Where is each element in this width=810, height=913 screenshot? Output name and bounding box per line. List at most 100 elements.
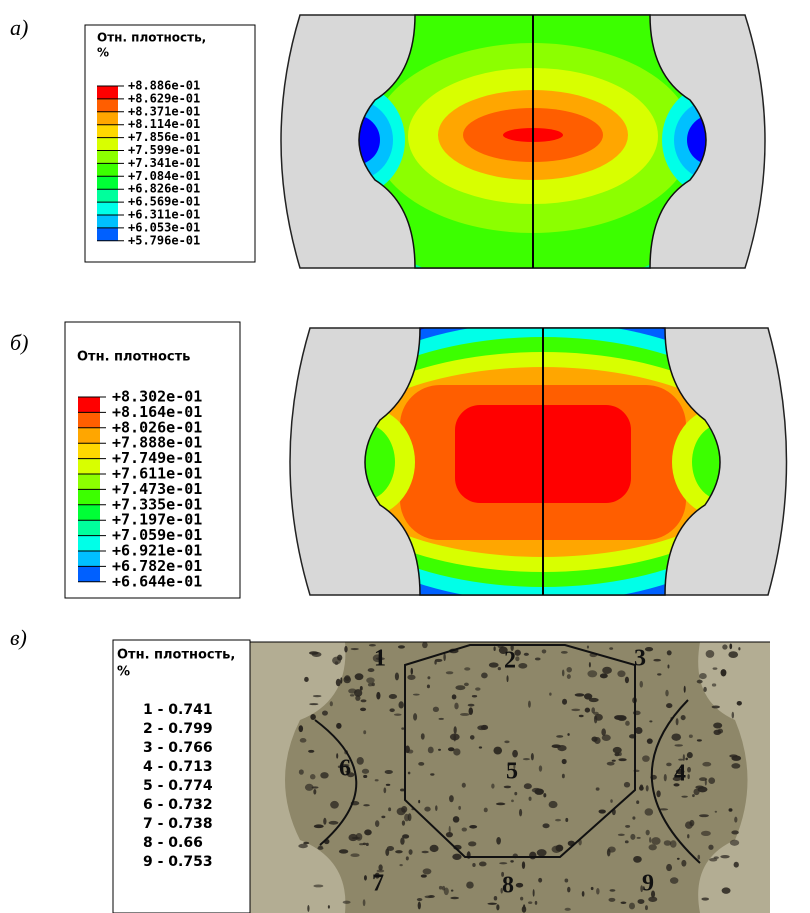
legend-swatch: [97, 99, 118, 112]
pore: [452, 694, 457, 699]
pore: [587, 670, 597, 677]
pore: [562, 670, 565, 677]
pore: [479, 746, 482, 748]
legend-entry: 3 - 0.766: [143, 740, 213, 756]
pore: [395, 672, 399, 680]
pore: [512, 750, 518, 758]
pore: [470, 735, 475, 740]
pore: [361, 699, 367, 702]
pore: [670, 877, 678, 884]
legend-swatch: [97, 125, 118, 138]
pore: [607, 849, 611, 857]
pore: [556, 735, 563, 738]
pore: [351, 648, 359, 650]
pore: [400, 837, 404, 844]
pore: [618, 758, 626, 761]
pore: [363, 775, 367, 778]
pore: [602, 667, 612, 674]
pore: [681, 715, 686, 720]
pore: [522, 861, 525, 869]
legend-entry: 6 - 0.732: [143, 797, 213, 813]
pore: [697, 739, 702, 741]
pore: [534, 788, 543, 794]
pore: [381, 816, 385, 819]
pore: [386, 784, 391, 786]
pore: [340, 677, 342, 683]
pore: [524, 783, 532, 789]
pore: [439, 718, 444, 720]
pore: [446, 671, 453, 674]
pore: [562, 759, 567, 764]
pore: [529, 797, 532, 801]
figure: а) б) в): [0, 0, 810, 913]
pore: [336, 753, 338, 758]
pore: [687, 767, 691, 773]
pore: [398, 701, 403, 708]
pore: [348, 689, 356, 694]
pore: [298, 844, 308, 848]
legend-entry: +7.856e-01: [128, 130, 200, 144]
pore: [522, 906, 527, 913]
pore: [424, 807, 430, 812]
pore: [582, 891, 585, 897]
pore: [567, 733, 569, 736]
legend-entry: +5.796e-01: [128, 233, 200, 247]
pore: [647, 738, 653, 743]
pore: [462, 827, 467, 831]
pore: [610, 799, 613, 803]
pore: [665, 690, 668, 697]
pore: [737, 701, 742, 706]
pore: [401, 727, 404, 729]
pore: [656, 790, 660, 797]
pore: [632, 816, 635, 819]
legend-entry: +8.629e-01: [128, 91, 200, 105]
pore: [528, 901, 532, 904]
pore: [649, 844, 657, 850]
legend-title: Отн. плотность,: [97, 31, 206, 45]
legend-title: %: [97, 46, 109, 60]
pore: [567, 887, 570, 893]
pore: [422, 642, 428, 648]
pore: [596, 888, 599, 895]
pore: [318, 845, 322, 847]
pore: [469, 825, 477, 829]
pore: [323, 818, 326, 825]
pore: [446, 832, 453, 837]
pore: [729, 754, 737, 757]
zone-label: 1: [374, 646, 386, 672]
pore: [383, 787, 386, 793]
pore: [362, 769, 369, 774]
pore: [708, 777, 715, 784]
pore: [472, 863, 475, 867]
pore: [538, 878, 542, 883]
legend-entry: 7 - 0.738: [143, 816, 213, 832]
pore: [608, 898, 615, 902]
pore: [484, 808, 488, 813]
pore: [555, 819, 561, 822]
pore: [469, 707, 473, 715]
legend-swatch: [97, 189, 118, 202]
pore: [422, 851, 429, 853]
pore: [407, 675, 415, 680]
pore: [713, 722, 722, 728]
pore: [529, 852, 536, 860]
legend-entry: +8.886e-01: [128, 79, 200, 93]
pore: [549, 692, 551, 695]
pore: [423, 868, 432, 874]
legend-entry: +6.311e-01: [128, 208, 200, 222]
legend-entry: 1 - 0.741: [143, 702, 213, 718]
pore: [428, 747, 434, 754]
pore: [537, 849, 547, 856]
pore: [666, 763, 672, 767]
pore: [314, 824, 324, 828]
pore: [596, 787, 600, 790]
pore: [357, 757, 364, 765]
zone-label: 6: [339, 756, 351, 782]
pore: [684, 686, 686, 693]
pore: [303, 842, 309, 845]
legend-swatch: [97, 176, 118, 189]
zone-label: 5: [506, 759, 518, 785]
pore: [332, 657, 341, 665]
legend-swatch: [97, 202, 118, 215]
pore: [646, 830, 650, 836]
